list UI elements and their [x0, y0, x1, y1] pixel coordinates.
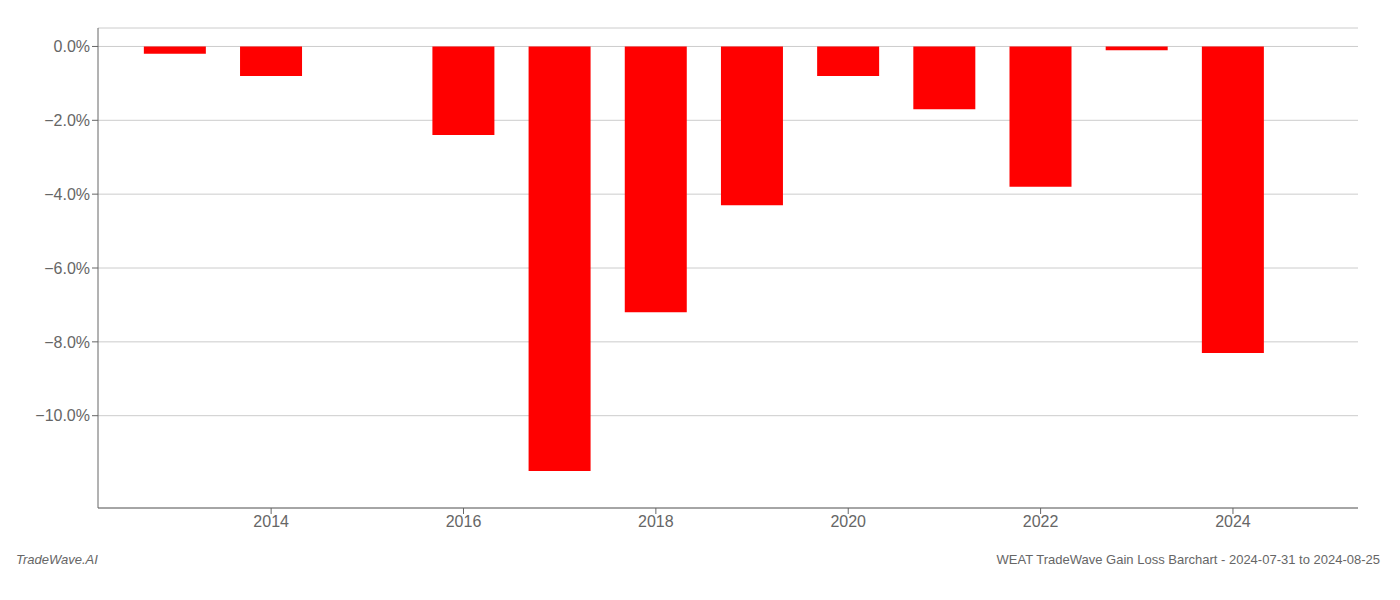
svg-text:2020: 2020	[830, 513, 866, 530]
svg-text:−6.0%: −6.0%	[44, 260, 90, 277]
svg-text:2016: 2016	[446, 513, 482, 530]
svg-text:−8.0%: −8.0%	[44, 334, 90, 351]
svg-text:−4.0%: −4.0%	[44, 186, 90, 203]
svg-text:2014: 2014	[253, 513, 289, 530]
svg-text:2022: 2022	[1023, 513, 1059, 530]
html-text:WEAT TradeWave Gain Loss Barch: WEAT TradeWave Gain Loss Barchart - 2024…	[996, 552, 1380, 567]
svg-text:0.0%: 0.0%	[54, 38, 90, 55]
svg-text:−2.0%: −2.0%	[44, 112, 90, 129]
svg-text:2024: 2024	[1215, 513, 1251, 530]
svg-text:2018: 2018	[638, 513, 674, 530]
svg-text:−10.0%: −10.0%	[35, 407, 90, 424]
html-text:TradeWave.AI: TradeWave.AI	[16, 552, 98, 567]
